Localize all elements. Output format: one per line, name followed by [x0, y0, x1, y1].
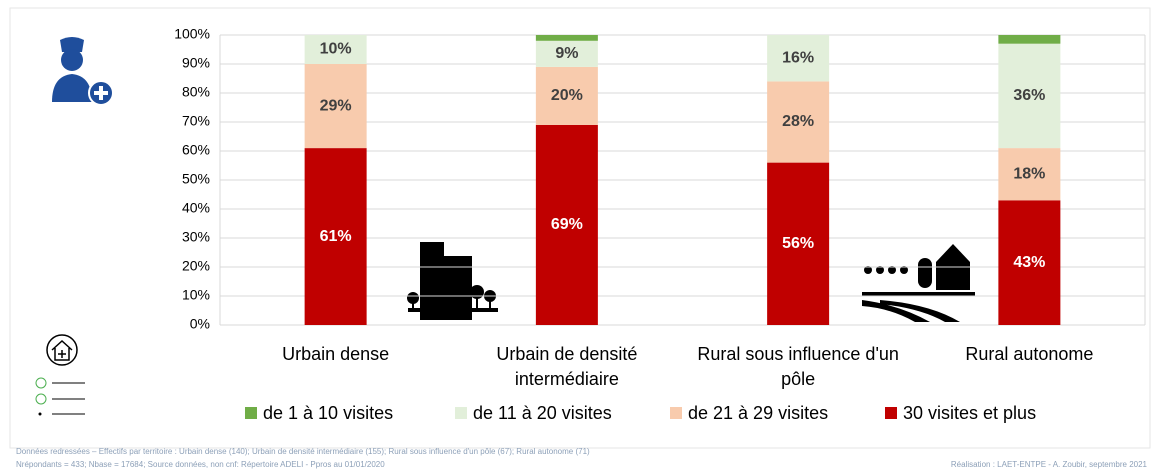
y-tick-label: 30%	[182, 229, 210, 245]
bar-segment	[535, 35, 598, 41]
bar-segment	[998, 148, 1061, 201]
legend-label: 30 visites et plus	[903, 403, 1036, 423]
data-label: 18%	[1013, 165, 1045, 182]
y-tick-label: 80%	[182, 84, 210, 100]
data-label: 16%	[782, 49, 814, 66]
bar-segment	[304, 35, 367, 64]
x-tick-label: Urbain de densité intermédiaire	[496, 344, 638, 389]
legend-label: de 11 à 20 visites	[473, 403, 612, 423]
data-label: 61%	[320, 228, 352, 245]
checklist-icon	[35, 377, 85, 416]
buildings-icon	[407, 242, 498, 320]
frame	[9, 7, 1151, 449]
x-tick-label: Rural autonome	[965, 344, 1094, 364]
data-label: 43%	[1013, 254, 1045, 271]
data-label: 36%	[1013, 87, 1045, 104]
house-icon	[46, 334, 78, 366]
data-label: 69%	[551, 216, 583, 233]
legend-swatch	[245, 407, 257, 419]
y-tick-label: 70%	[182, 113, 210, 129]
bar-segment	[767, 162, 830, 325]
data-label: 10%	[320, 41, 352, 58]
x-tick-label: Urbain dense	[282, 344, 390, 364]
y-tick-label: 40%	[182, 200, 210, 216]
data-label: 20%	[551, 87, 583, 104]
legend-swatch	[885, 407, 897, 419]
bar-segment	[998, 200, 1061, 325]
bar-segment	[304, 64, 367, 149]
data-label: 56%	[782, 235, 814, 252]
footnote: Données redressées – Effectifs par terri…	[16, 447, 590, 456]
legend-swatch	[670, 407, 682, 419]
y-tick-label: 20%	[182, 258, 210, 274]
credit: Réalisation : LAET-ENTPE - A. Zoubir, se…	[950, 460, 1147, 469]
y-tick-label: 100%	[174, 26, 210, 42]
bar-segment	[304, 148, 367, 325]
legend-label: de 1 à 10 visites	[263, 403, 393, 423]
bar-segment	[535, 124, 598, 326]
footnote: Nrépondants = 433; Nbase = 17684; Source…	[16, 460, 385, 469]
nurse-icon	[52, 37, 114, 106]
legend-swatch	[455, 407, 467, 419]
data-label: 28%	[782, 113, 814, 130]
bar-segment	[767, 35, 830, 82]
data-label: 9%	[555, 45, 578, 62]
bar-segment	[535, 66, 598, 125]
bar-segment	[767, 81, 830, 163]
bar-segment	[998, 43, 1061, 149]
y-tick-label: 90%	[182, 55, 210, 71]
y-tick-label: 10%	[182, 287, 210, 303]
y-tick-label: 0%	[190, 316, 210, 332]
data-label: 29%	[320, 97, 352, 114]
x-tick-label: Rural sous influence d'un pôle	[697, 344, 899, 389]
farm-icon	[862, 244, 975, 322]
legend-label: de 21 à 29 visites	[688, 403, 828, 423]
y-tick-label: 50%	[182, 171, 210, 187]
y-tick-label: 60%	[182, 142, 210, 158]
bar-segment	[535, 40, 598, 67]
bar-segment	[998, 35, 1061, 44]
